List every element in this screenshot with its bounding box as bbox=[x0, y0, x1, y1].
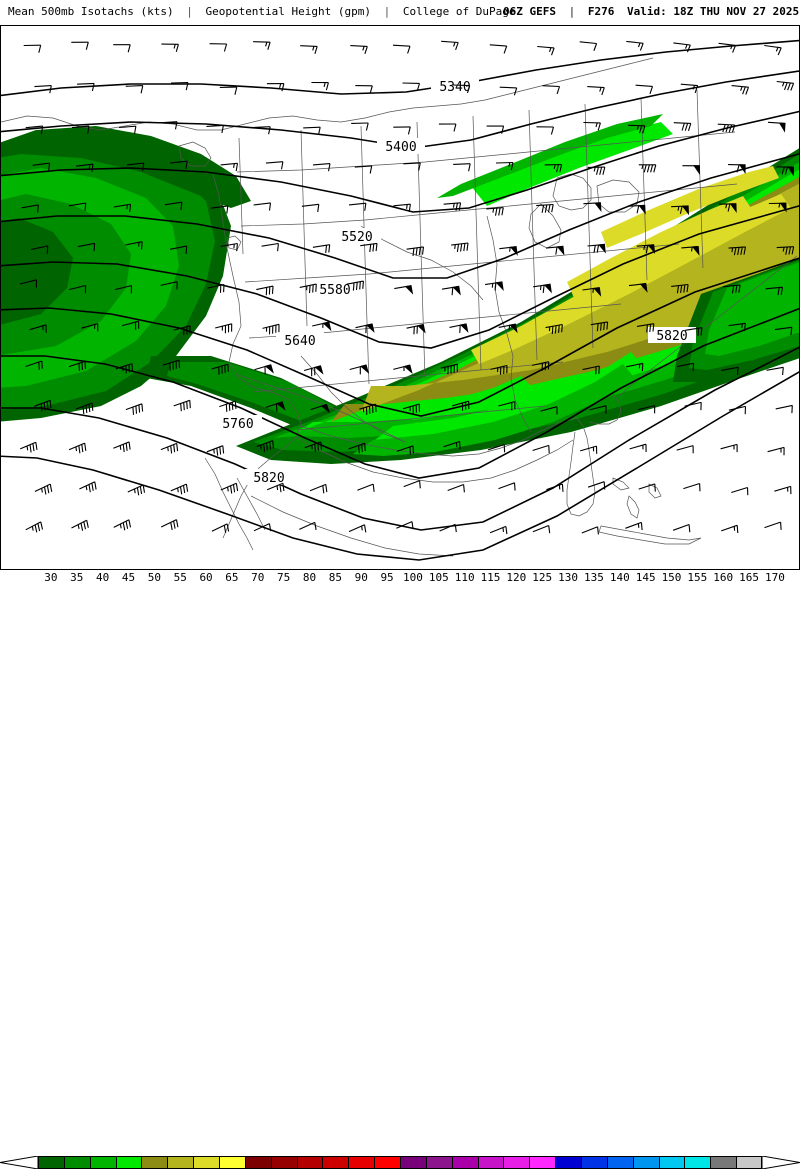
colorbar-tick-115: 115 bbox=[481, 571, 501, 584]
colorbar-over-cap bbox=[762, 1156, 800, 1169]
colorbar-tick-55: 55 bbox=[174, 571, 187, 584]
colorbar-swatch-75 bbox=[271, 1156, 297, 1169]
colorbar-tick-65: 65 bbox=[225, 571, 238, 584]
colorbar-swatch-120 bbox=[503, 1156, 529, 1169]
colorbar-tick-30: 30 bbox=[44, 571, 57, 584]
colorbar-swatch-95 bbox=[374, 1156, 400, 1169]
colorbar-tick-135: 135 bbox=[584, 571, 604, 584]
header-separator-1: | bbox=[186, 5, 193, 18]
field-title: Mean 500mb Isotachs (kts) bbox=[8, 5, 174, 18]
svg-text:5520: 5520 bbox=[341, 230, 372, 245]
colorbar-under-cap bbox=[0, 1156, 38, 1169]
colorbar-tick-95: 95 bbox=[380, 571, 393, 584]
contour-label-5820-west: 5820 bbox=[245, 469, 293, 486]
colorbar-tick-45: 45 bbox=[122, 571, 135, 584]
colorbar-swatch-90 bbox=[348, 1156, 374, 1169]
header-separator-2: | bbox=[384, 5, 391, 18]
colorbar-swatch-35 bbox=[64, 1156, 90, 1169]
colorbar-tick-75: 75 bbox=[277, 571, 290, 584]
colorbar-tick-150: 150 bbox=[662, 571, 682, 584]
colorbar-tick-155: 155 bbox=[687, 571, 707, 584]
colorbar-tick-145: 145 bbox=[636, 571, 656, 584]
colorbar-swatch-155 bbox=[684, 1156, 710, 1169]
model-run-label: 06Z GEFS bbox=[503, 5, 556, 18]
colorbar-swatch-30 bbox=[38, 1156, 64, 1169]
colorbar-tick-165: 165 bbox=[739, 571, 759, 584]
forecast-hour-label: F276 bbox=[588, 5, 615, 18]
colorbar-tick-60: 60 bbox=[199, 571, 212, 584]
contour-label-5760: 5760 bbox=[214, 415, 262, 432]
colorbar-tick-120: 120 bbox=[506, 571, 526, 584]
svg-text:5820: 5820 bbox=[656, 329, 687, 344]
colorbar-swatch-55 bbox=[167, 1156, 193, 1169]
colorbar-tick-70: 70 bbox=[251, 571, 264, 584]
svg-text:5640: 5640 bbox=[284, 334, 315, 349]
source-label: College of DuPage bbox=[403, 5, 516, 18]
weather-map-app: Mean 500mb Isotachs (kts) | Geopotential… bbox=[0, 0, 800, 600]
map-canvas[interactable]: 5340 5400 5520 5580 bbox=[0, 25, 800, 570]
colorbar-swatch-100 bbox=[400, 1156, 426, 1169]
colorbar-tick-labels: 30 35 40 45 50 55 60 65 70 75 80 85 90 95 100 105 110 115… bbox=[0, 570, 800, 585]
colorbar-swatch-85 bbox=[322, 1156, 348, 1169]
colorbar-tick-170: 170 bbox=[765, 571, 785, 584]
colorbar-tick-35: 35 bbox=[70, 571, 83, 584]
colorbar-tick-105: 105 bbox=[429, 571, 449, 584]
colorbar-swatch-140 bbox=[607, 1156, 633, 1169]
colorbar-tick-90: 90 bbox=[355, 571, 368, 584]
colorbar-swatch-125 bbox=[529, 1156, 555, 1169]
colorbar-tick-160: 160 bbox=[713, 571, 733, 584]
svg-text:5400: 5400 bbox=[385, 140, 416, 155]
svg-text:5340: 5340 bbox=[439, 80, 470, 95]
contour-label-5640: 5640 bbox=[276, 332, 324, 349]
header-title-right: 06Z GEFS | F276 Valid: 18Z THU NOV 27 20… bbox=[503, 5, 800, 18]
contour-label-5520: 5520 bbox=[333, 228, 381, 245]
colorbar-swatch-80 bbox=[297, 1156, 323, 1169]
colorbar-tick-40: 40 bbox=[96, 571, 109, 584]
colorbar-tick-100: 100 bbox=[403, 571, 423, 584]
header-bar: Mean 500mb Isotachs (kts) | Geopotential… bbox=[0, 0, 800, 25]
colorbar-swatch-115 bbox=[478, 1156, 504, 1169]
colorbar-tick-140: 140 bbox=[610, 571, 630, 584]
colorbar-swatch-110 bbox=[452, 1156, 478, 1169]
contour-label-5400: 5400 bbox=[377, 138, 425, 155]
colorbar-swatch-130 bbox=[555, 1156, 581, 1169]
colorbar-tick-80: 80 bbox=[303, 571, 316, 584]
colorbar-swatch-135 bbox=[581, 1156, 607, 1169]
svg-text:5820: 5820 bbox=[253, 471, 284, 486]
valid-time-label: Valid: 18Z THU NOV 27 2025 bbox=[627, 5, 799, 18]
colorbar-swatch-45 bbox=[116, 1156, 142, 1169]
colorbar-tick-125: 125 bbox=[532, 571, 552, 584]
colorbar-swatch-145 bbox=[633, 1156, 659, 1169]
colorbar-tick-110: 110 bbox=[455, 571, 475, 584]
colorbar-swatch-165 bbox=[736, 1156, 762, 1169]
colorbar-swatch-105 bbox=[426, 1156, 452, 1169]
colorbar-tick-85: 85 bbox=[329, 571, 342, 584]
svg-text:5580: 5580 bbox=[319, 283, 350, 298]
colorbar-swatch-150 bbox=[659, 1156, 685, 1169]
colorbar-swatch-70 bbox=[245, 1156, 271, 1169]
header-title-left: Mean 500mb Isotachs (kts) | Geopotential… bbox=[8, 5, 522, 18]
colorbar-swatch-40 bbox=[90, 1156, 116, 1169]
colorbar-legend: 30 35 40 45 50 55 60 65 70 75 80 85 90 95 100 105 110 115… bbox=[0, 570, 800, 600]
contour-label-5340: 5340 bbox=[431, 78, 479, 95]
colorbar-swatches bbox=[0, 1156, 800, 1169]
colorbar-swatch-160 bbox=[710, 1156, 736, 1169]
header-separator-3: | bbox=[569, 5, 576, 18]
colorbar-swatch-50 bbox=[141, 1156, 167, 1169]
field-title-secondary: Geopotential Height (gpm) bbox=[205, 5, 371, 18]
colorbar-swatch-60 bbox=[193, 1156, 219, 1169]
colorbar-tick-130: 130 bbox=[558, 571, 578, 584]
map-svg: 5340 5400 5520 5580 bbox=[1, 26, 800, 570]
colorbar-swatch-65 bbox=[219, 1156, 245, 1169]
svg-text:5760: 5760 bbox=[222, 417, 253, 432]
colorbar-tick-50: 50 bbox=[148, 571, 161, 584]
